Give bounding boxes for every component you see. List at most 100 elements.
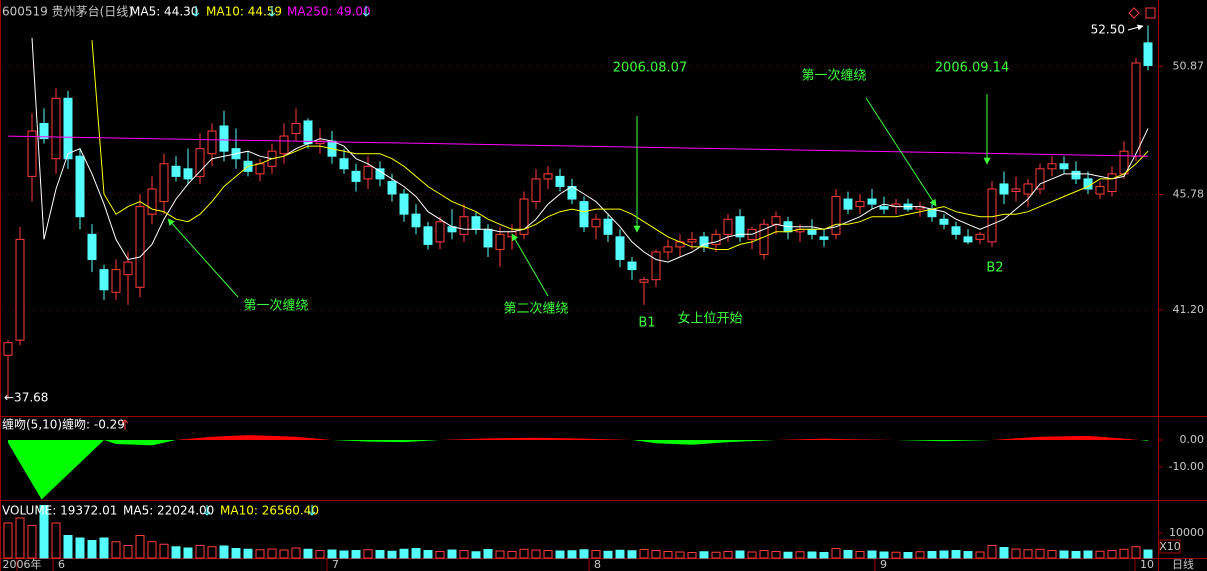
- volume-bar: [771, 551, 781, 559]
- x-tick-label: 10: [1140, 558, 1154, 571]
- volume-bar: [843, 550, 853, 559]
- volume-bar: [147, 541, 157, 559]
- candle-body: [111, 269, 121, 293]
- y-tick-label: 0.00: [1180, 433, 1205, 446]
- volume-bar: [519, 548, 529, 559]
- volume-bar: [687, 552, 697, 559]
- candle-body: [1047, 163, 1057, 170]
- volume-bar: [27, 525, 37, 559]
- period-label: 日线: [1172, 557, 1194, 571]
- volume-bar: [471, 551, 481, 559]
- volume-bar: [675, 551, 685, 559]
- candle-body: [483, 228, 493, 248]
- candle-body: [471, 216, 481, 230]
- volume-bar: [891, 551, 901, 559]
- volume-bar: [219, 545, 229, 559]
- legend-ma5: MA5: 44.30: [130, 5, 198, 19]
- volume-bar: [411, 548, 421, 559]
- volume-bar: [1023, 549, 1033, 559]
- volume-bar: [975, 551, 985, 559]
- candle-body: [1107, 173, 1117, 192]
- volume-bar: [999, 547, 1009, 559]
- candle-body: [759, 223, 769, 255]
- candle-body: [939, 218, 949, 225]
- volume-bar: [255, 549, 265, 559]
- candle-body: [195, 148, 205, 177]
- volume-bar: [711, 551, 721, 559]
- candle-body: [855, 201, 865, 208]
- candle-body: [843, 198, 853, 210]
- volume-bar: [927, 551, 937, 559]
- arrow-icon: [121, 419, 129, 430]
- candle-body: [951, 226, 961, 235]
- volume-bar: [555, 550, 565, 559]
- volume-bar: [1035, 548, 1045, 559]
- candle-body: [207, 130, 217, 155]
- volume-bar: [1083, 550, 1093, 559]
- chart-title: 600519 贵州茅台(日线): [2, 4, 133, 19]
- candle-body: [63, 97, 73, 160]
- candle-body: [999, 183, 1009, 195]
- candle-body: [963, 236, 973, 243]
- candle-body: [699, 236, 709, 248]
- volume-bar: [579, 549, 589, 559]
- volume-bar: [135, 535, 145, 559]
- candle-body: [1059, 163, 1069, 170]
- volume-bar: [51, 522, 61, 559]
- volume-bar: [723, 551, 733, 559]
- high-arrow: [1127, 24, 1144, 31]
- y-tick-label: -10.00: [1169, 460, 1204, 473]
- candle-body: [123, 261, 133, 276]
- volume-bar: [315, 550, 325, 559]
- candle-body: [531, 178, 541, 203]
- volume-title: VOLUME: 19372.01: [2, 504, 117, 518]
- high-label: 52.50: [1091, 23, 1125, 37]
- volume-bar: [627, 550, 637, 559]
- diamond-icon[interactable]: [1128, 7, 1140, 19]
- candle-body: [303, 120, 313, 145]
- volume-bar: [783, 551, 793, 559]
- volume-bar: [1143, 549, 1153, 559]
- candle-body: [1011, 188, 1021, 192]
- y-tick-label: 41.20: [1173, 303, 1205, 316]
- ma-line: [7, 135, 1149, 157]
- candle-body: [987, 188, 997, 243]
- candle-body: [735, 216, 745, 238]
- candle-body: [927, 208, 937, 218]
- volume-bar: [3, 522, 13, 559]
- volume-bar: [963, 551, 973, 559]
- candle-body: [291, 122, 301, 135]
- volume-bar: [1095, 550, 1105, 559]
- candle-body: [711, 233, 721, 245]
- x-tick-label: 2006年: [3, 557, 42, 571]
- candle-body: [1071, 170, 1081, 180]
- candle-body: [3, 342, 13, 356]
- volume-bar: [171, 546, 181, 559]
- legend-ma250: MA250: 49.00: [287, 5, 371, 19]
- volume-bar: [1071, 551, 1081, 559]
- volume-bar: [507, 551, 517, 559]
- volume-bar: [939, 550, 949, 559]
- candle-body: [159, 163, 169, 203]
- indicator-area: [8, 435, 1148, 500]
- candle-body: [879, 206, 889, 210]
- volume-bar: [807, 551, 817, 559]
- candle-body: [279, 135, 289, 155]
- volume-bar: [15, 517, 25, 559]
- annotation: B2: [986, 261, 1003, 276]
- unit-box: [1159, 539, 1181, 554]
- volume-bar: [303, 548, 313, 559]
- volume-bar: [243, 548, 253, 559]
- volume-bar: [987, 545, 997, 559]
- candle-body: [591, 218, 601, 228]
- volume-bar: [339, 550, 349, 559]
- volume-bar: [207, 546, 217, 559]
- annotation: 第二次缠绕: [503, 301, 568, 317]
- candle-body: [75, 155, 85, 218]
- volume-bar: [819, 552, 829, 559]
- window-icon[interactable]: [1145, 7, 1156, 19]
- annotation-arrow: [167, 218, 239, 298]
- volume-bar: [39, 505, 49, 559]
- ma-line: [31, 37, 1149, 263]
